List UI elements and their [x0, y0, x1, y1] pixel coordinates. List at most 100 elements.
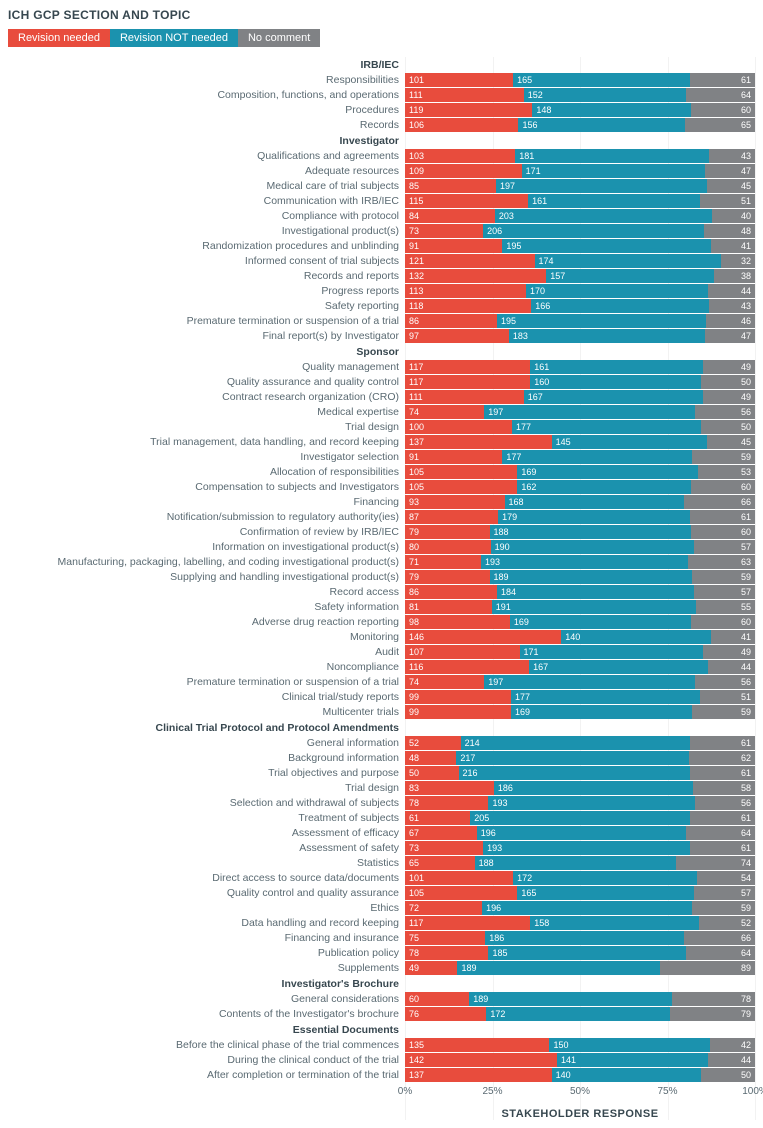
row-label: Ethics: [8, 902, 405, 914]
stacked-bar: 8318658: [405, 781, 755, 795]
bar-segment: 64: [686, 826, 755, 840]
row-label: Qualifications and agreements: [8, 150, 405, 162]
bar-segment: 49: [703, 390, 755, 404]
bar-segment: 44: [708, 284, 755, 298]
chart-rows: IRB/IECResponsibilities10116561Compositi…: [8, 57, 755, 1082]
row-label: Before the clinical phase of the trial c…: [8, 1039, 405, 1051]
row-label: During the clinical conduct of the trial: [8, 1054, 405, 1066]
stacked-bar: 11716050: [405, 375, 755, 389]
bar-segment: 97: [405, 329, 509, 343]
row-label: Quality management: [8, 361, 405, 373]
row-label: Safety information: [8, 601, 405, 613]
row-label: Allocation of responsibilities: [8, 466, 405, 478]
data-row: Notification/submission to regulatory au…: [8, 510, 755, 524]
bar-segment: 189: [469, 992, 671, 1006]
bar-segment: 119: [405, 103, 532, 117]
bar-segment: 121: [405, 254, 535, 268]
bar-segment: 66: [684, 931, 755, 945]
row-label: Multicenter trials: [8, 706, 405, 718]
bar-segment: 188: [475, 856, 676, 870]
row-label: Medical care of trial subjects: [8, 180, 405, 192]
row-label: Confirmation of review by IRB/IEC: [8, 526, 405, 538]
row-label: Direct access to source data/documents: [8, 872, 405, 884]
data-row: Publication policy7818564: [8, 946, 755, 960]
bar-segment: 146: [405, 630, 561, 644]
chart-area: IRB/IECResponsibilities10116561Compositi…: [8, 57, 755, 1120]
stacked-bar: 7319361: [405, 841, 755, 855]
bar-segment: 60: [691, 615, 755, 629]
bar-segment: 117: [405, 375, 530, 389]
bar-segment: 47: [705, 164, 755, 178]
bar-segment: 64: [686, 88, 755, 102]
bar-segment: 111: [405, 88, 524, 102]
row-label: Record access: [8, 586, 405, 598]
row-label: Trial objectives and purpose: [8, 767, 405, 779]
section-header: Investigator: [8, 135, 405, 147]
stacked-bar: 8119155: [405, 600, 755, 614]
bar-segment: 78: [405, 796, 488, 810]
data-row: Ethics7219659: [8, 901, 755, 915]
stacked-bar: 7818564: [405, 946, 755, 960]
bar-segment: 197: [484, 405, 695, 419]
bar-segment: 59: [692, 450, 755, 464]
stacked-bar: 11716149: [405, 360, 755, 374]
bar-segment: 57: [694, 585, 755, 599]
data-row: Trial design8318658: [8, 781, 755, 795]
stacked-bar: 10717149: [405, 645, 755, 659]
bar-segment: 117: [405, 916, 530, 930]
row-label: Assessment of efficacy: [8, 827, 405, 839]
stacked-bar: 13714050: [405, 1068, 755, 1082]
stacked-bar: 9117759: [405, 450, 755, 464]
bar-segment: 78: [405, 946, 488, 960]
row-label: Records and reports: [8, 270, 405, 282]
bar-segment: 73: [405, 841, 483, 855]
row-label: Data handling and record keeping: [8, 917, 405, 929]
stacked-bar: 9917751: [405, 690, 755, 704]
bar-segment: 170: [526, 284, 708, 298]
bar-segment: 50: [701, 375, 755, 389]
bar-segment: 47: [705, 329, 755, 343]
data-row: Contents of the Investigator's brochure7…: [8, 1007, 755, 1021]
stacked-bar: 11715852: [405, 916, 755, 930]
stacked-bar: 7419756: [405, 405, 755, 419]
bar-segment: 162: [517, 480, 690, 494]
bar-segment: 51: [700, 194, 755, 208]
data-row: Safety information8119155: [8, 600, 755, 614]
bar-segment: 105: [405, 465, 517, 479]
bar-segment: 48: [704, 224, 755, 238]
bar-segment: 137: [405, 1068, 552, 1082]
bar-segment: 61: [690, 841, 755, 855]
bar-segment: 49: [405, 961, 457, 975]
bar-segment: 87: [405, 510, 498, 524]
bar-segment: 50: [701, 1068, 755, 1082]
bar-segment: 57: [694, 540, 755, 554]
bar-segment: 89: [660, 961, 755, 975]
bar-segment: 195: [502, 239, 711, 253]
data-row: Quality control and quality assurance105…: [8, 886, 755, 900]
data-row: Trial management, data handling, and rec…: [8, 435, 755, 449]
bar-segment: 91: [405, 450, 502, 464]
data-row: Treatment of subjects6120561: [8, 811, 755, 825]
stacked-bar: 8619546: [405, 314, 755, 328]
stacked-bar: 4918989: [405, 961, 755, 975]
stacked-bar: 9916959: [405, 705, 755, 719]
bar-segment: 193: [488, 796, 695, 810]
bar-segment: 101: [405, 871, 513, 885]
stacked-bar: 8019057: [405, 540, 755, 554]
bar-segment: 45: [707, 179, 755, 193]
bar-segment: 107: [405, 645, 520, 659]
row-label: Procedures: [8, 104, 405, 116]
data-row: Record access8618457: [8, 585, 755, 599]
row-label: Audit: [8, 646, 405, 658]
data-row: Supplying and handling investigational p…: [8, 570, 755, 584]
bar-segment: 72: [405, 901, 482, 915]
row-label: Adverse drug reaction reporting: [8, 616, 405, 628]
stacked-bar: 9119541: [405, 239, 755, 253]
legend: Revision neededRevision NOT neededNo com…: [8, 28, 755, 47]
row-label: Statistics: [8, 857, 405, 869]
data-row: Procedures11914860: [8, 103, 755, 117]
data-row: Informed consent of trial subjects121174…: [8, 254, 755, 268]
bar-segment: 52: [405, 736, 461, 750]
bar-segment: 132: [405, 269, 546, 283]
row-label: Noncompliance: [8, 661, 405, 673]
